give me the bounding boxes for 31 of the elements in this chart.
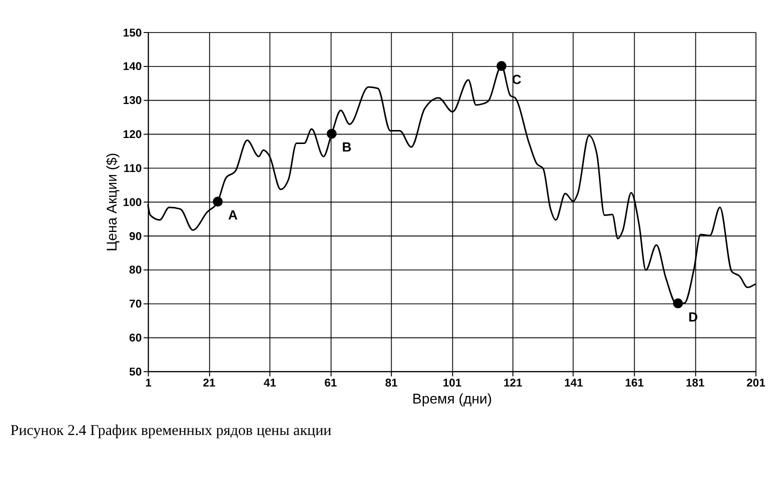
y-tick-label: 90 xyxy=(129,230,142,243)
y-axis-title: Цена Акции ($) xyxy=(103,152,120,252)
y-tick-label: 150 xyxy=(122,27,142,40)
y-tick-label: 60 xyxy=(129,332,142,345)
y-tick-label: 100 xyxy=(122,196,142,209)
x-tick-label: 101 xyxy=(442,378,462,390)
y-tick-label: 140 xyxy=(122,61,142,74)
x-tick-label: 181 xyxy=(686,378,705,390)
x-tick-label: 161 xyxy=(624,378,644,390)
y-tick-label: 110 xyxy=(124,162,142,175)
point xyxy=(673,298,683,308)
annotation: B xyxy=(342,140,352,155)
y-tick-label: 80 xyxy=(129,264,142,277)
y-tick-label: 130 xyxy=(122,95,142,108)
text: Рисунок 2.4 График временных рядов цены акции xyxy=(10,423,332,440)
point xyxy=(326,128,337,139)
x-tick-label: 121 xyxy=(503,378,522,390)
x-axis-title: Время (дни) xyxy=(412,390,492,407)
x-tick-label: 61 xyxy=(324,378,337,390)
y-tick-label: 70 xyxy=(129,298,142,311)
x-tick-label: 141 xyxy=(564,378,584,390)
point xyxy=(212,196,223,207)
y-tick-label: 120 xyxy=(122,129,142,142)
x-tick-label: 41 xyxy=(264,378,276,390)
x-tick-label: 1 xyxy=(145,378,152,390)
y-tick-label: 50 xyxy=(129,366,142,378)
x-tick-label: 81 xyxy=(385,378,398,390)
x-tick-label: 21 xyxy=(202,378,216,390)
point xyxy=(496,61,506,71)
annotation: A xyxy=(228,208,238,223)
x-tick-label: 201 xyxy=(746,378,766,390)
